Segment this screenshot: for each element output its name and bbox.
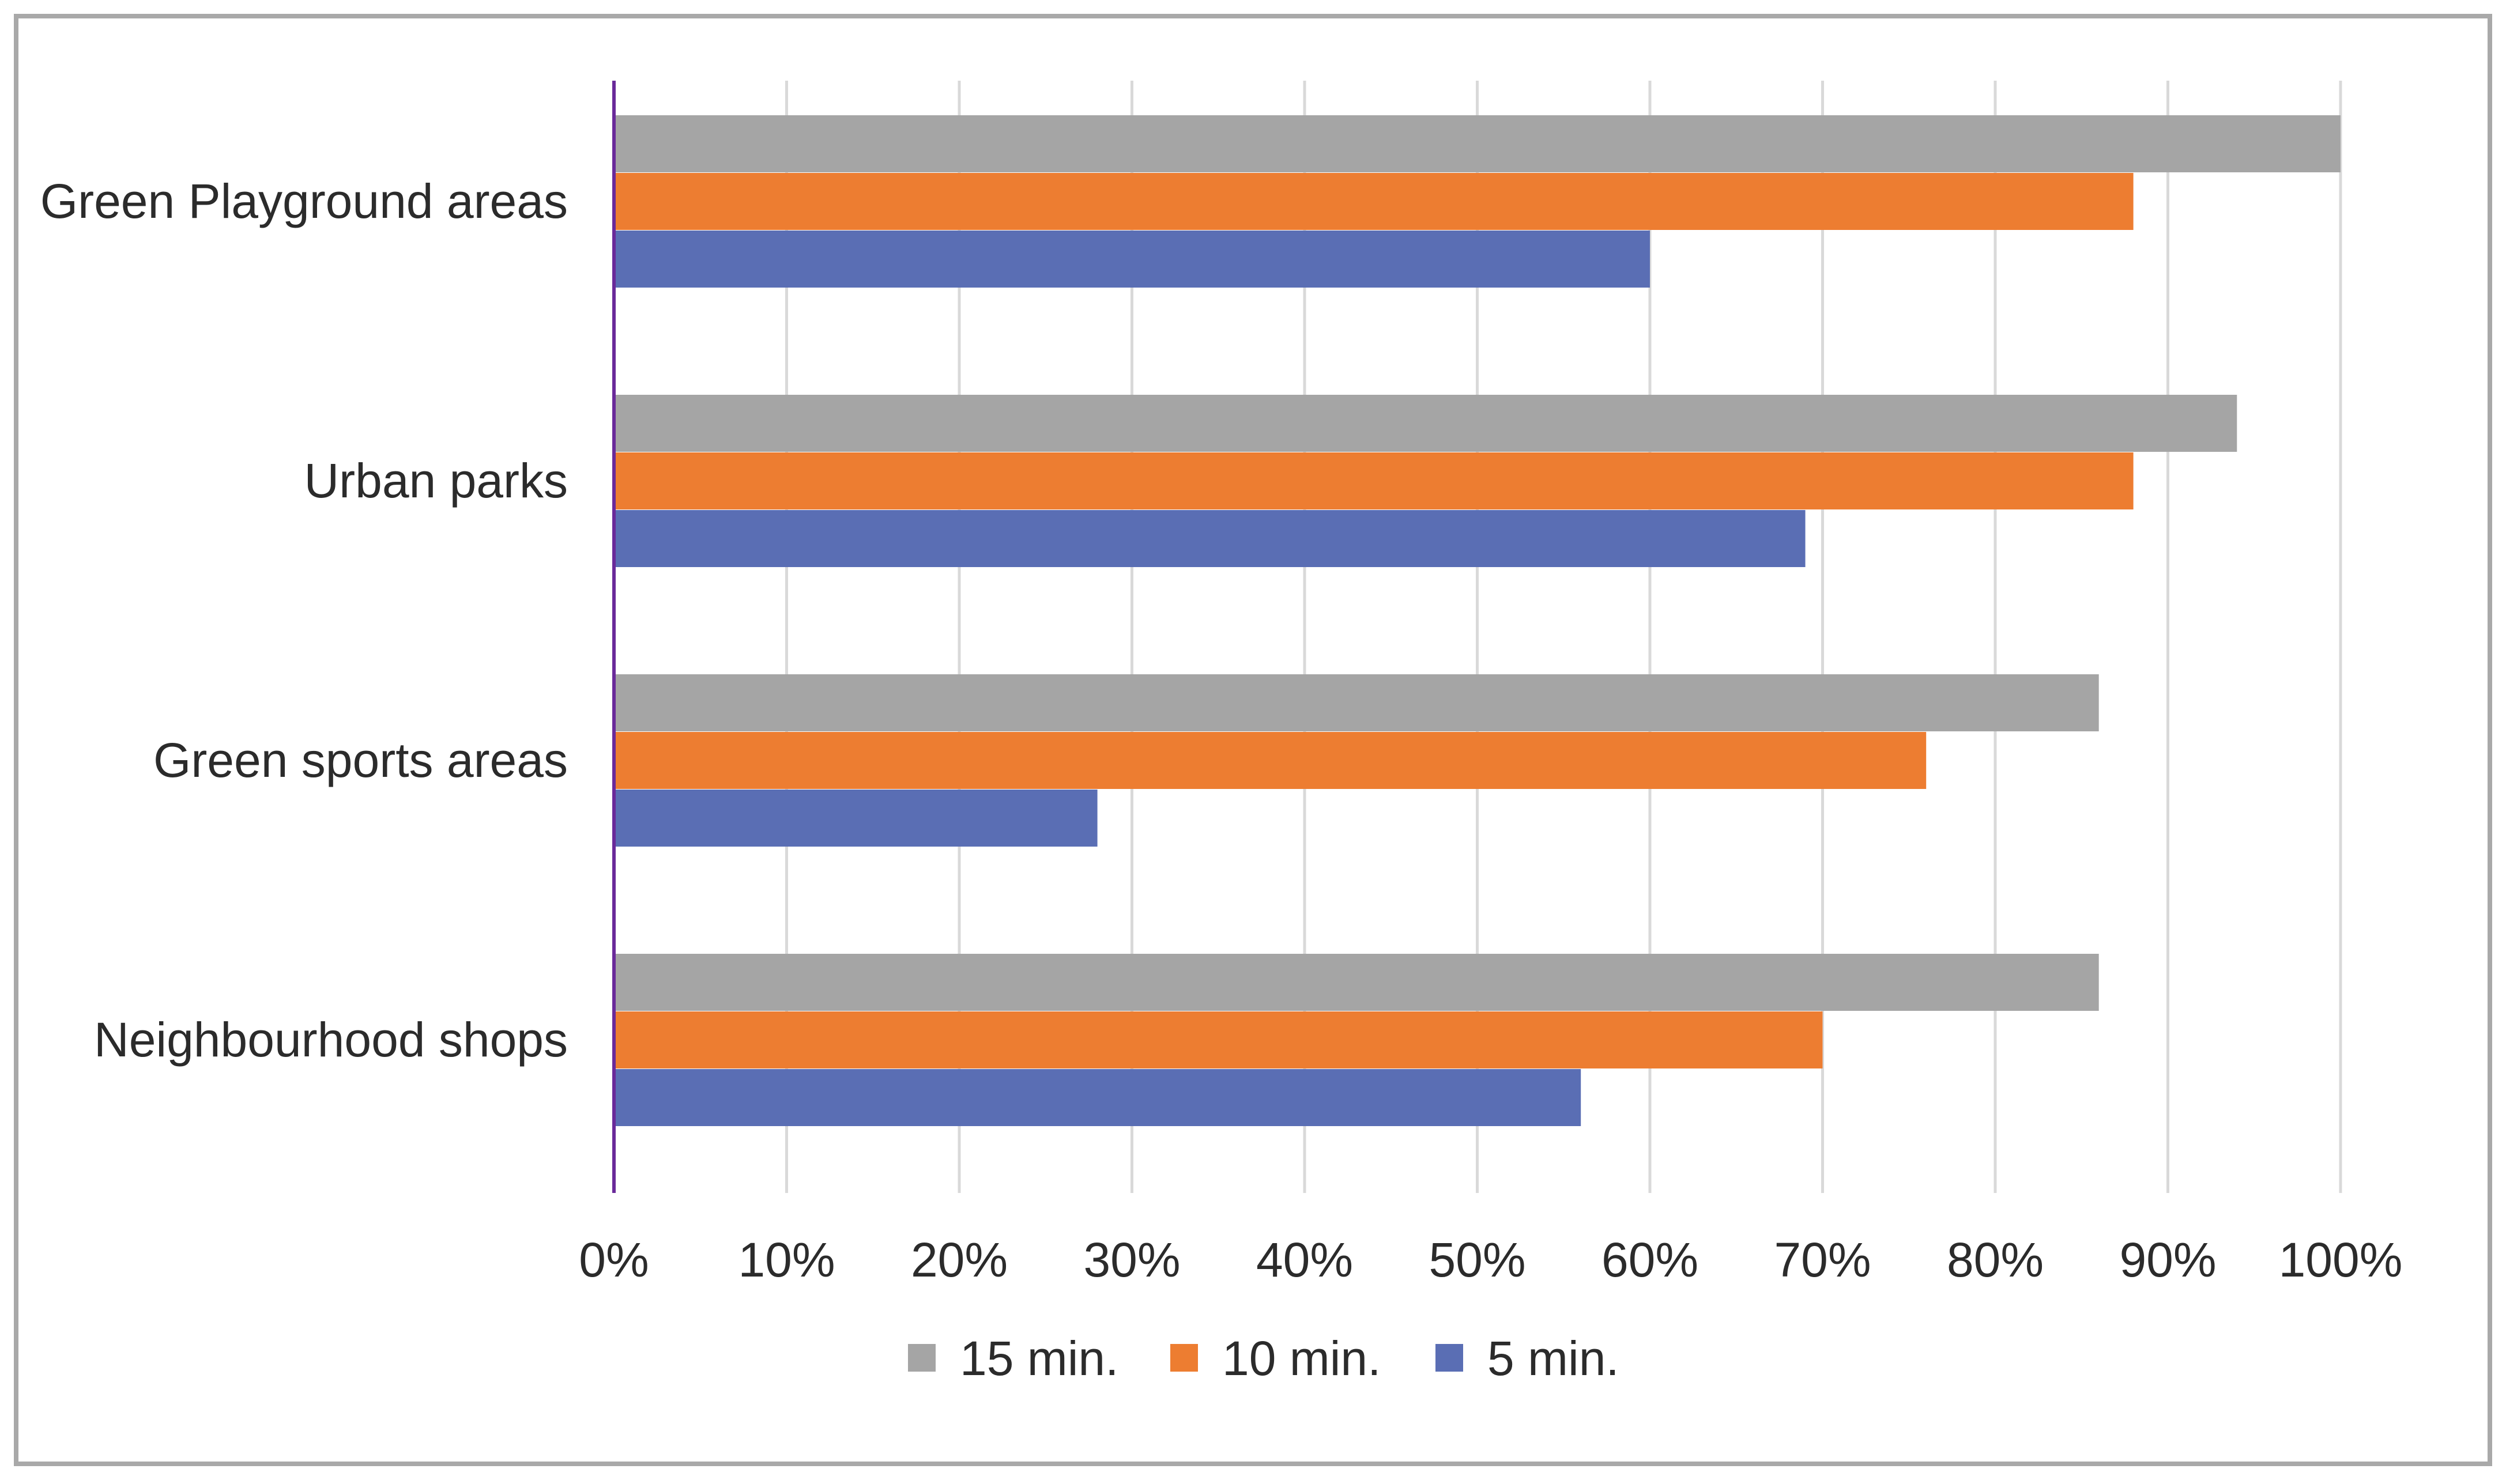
x-tick-label: 40% [1256,1233,1353,1287]
bar-neighbourhood-shops-10-min [614,1011,1823,1068]
x-tick-label: 70% [1774,1233,1871,1287]
bar-series [614,115,2341,1126]
category-labels: Green Playground areas Urban parks Green s… [40,174,568,1067]
x-axis-tick-labels: 0% 10% 20% 30% 40% 50% 60% 70% 80% 90% 100% [579,1233,2402,1287]
x-tick-label: 10% [738,1233,835,1287]
x-tick-label: 100% [2279,1233,2403,1287]
bar-neighbourhood-shops-5-min [614,1069,1581,1126]
x-tick-label: 20% [911,1233,1008,1287]
bar-green-sports-areas-15-min [614,674,2099,731]
bar-green-sports-areas-5-min [614,790,1098,847]
legend-swatch [1435,1344,1463,1372]
legend: 15 min. 10 min. 5 min. [908,1331,1619,1385]
bar-green-playground-areas-15-min [614,115,2341,172]
legend-label: 10 min. [1222,1331,1381,1385]
category-label: Green sports areas [153,733,568,787]
bar-urban-parks-5-min [614,510,1806,567]
x-tick-label: 80% [1947,1233,2044,1287]
x-tick-label: 0% [579,1233,649,1287]
legend-label: 15 min. [960,1331,1118,1385]
x-tick-label: 90% [2119,1233,2216,1287]
bar-green-playground-areas-5-min [614,231,1650,288]
x-tick-label: 30% [1083,1233,1180,1287]
legend-swatch [1170,1344,1198,1372]
category-label: Green Playground areas [40,174,568,228]
x-tick-label: 60% [1601,1233,1698,1287]
bar-green-sports-areas-10-min [614,732,1927,789]
bar-green-playground-areas-10-min [614,173,2134,230]
bar-urban-parks-10-min [614,452,2134,509]
legend-label: 5 min. [1487,1331,1619,1385]
x-tick-label: 50% [1429,1233,1525,1287]
bar-urban-parks-15-min [614,395,2237,452]
category-label: Neighbourhood shops [94,1013,568,1067]
bar-neighbourhood-shops-15-min [614,954,2099,1011]
category-label: Urban parks [304,454,568,508]
legend-swatch [908,1344,936,1372]
